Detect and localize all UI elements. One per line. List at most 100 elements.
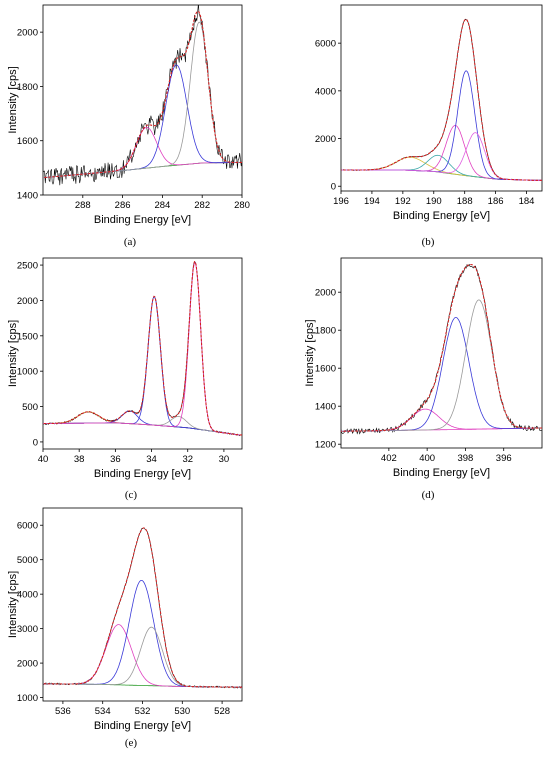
plot-frame-c	[42, 257, 243, 450]
y-tick-label: 1600	[17, 136, 38, 147]
x-tick-label: 400	[419, 453, 435, 464]
curves-b	[341, 18, 542, 182]
component-peak-2	[43, 64, 242, 178]
y-tick-label: 0	[331, 182, 336, 193]
curves-d	[341, 263, 542, 435]
y-axis-title: Intensity [cps]	[7, 320, 19, 387]
x-tick-label: 38	[74, 454, 85, 465]
x-tick-label: 286	[115, 200, 131, 211]
raw-data-line	[341, 263, 542, 435]
x-tick-label: 534	[95, 706, 111, 717]
panel-label-d: (d)	[422, 489, 435, 501]
y-tick-label: 6000	[315, 39, 336, 50]
y-tick-label: 6000	[17, 521, 38, 532]
y-tick-label: 2000	[315, 134, 336, 145]
component-peak-2	[341, 154, 542, 181]
raw-data-line	[43, 527, 242, 689]
component-peak-1	[43, 624, 242, 688]
y-tick-label: 0	[33, 437, 38, 448]
y-axis-title: Intensity [cps]	[304, 319, 316, 386]
component-peak-3	[43, 295, 242, 436]
x-axis-title: Binding Energy [eV]	[393, 467, 490, 479]
panel-label-b: (b)	[422, 236, 435, 248]
x-tick-label: 188	[457, 196, 473, 207]
x-axis-title: Binding Energy [eV]	[94, 468, 191, 480]
envelope-fit-line	[43, 261, 242, 436]
x-axis-title: Binding Energy [eV]	[94, 214, 191, 226]
plot-frame-d	[340, 257, 543, 449]
x-tick-label: 532	[135, 706, 151, 717]
y-tick-label: 2000	[17, 296, 38, 307]
component-peak-2	[43, 580, 242, 688]
x-tick-label: 40	[38, 454, 49, 465]
x-tick-label: 30	[219, 454, 230, 465]
x-tick-label: 530	[174, 706, 190, 717]
x-axis-title: Binding Energy [eV]	[94, 720, 191, 732]
y-tick-label: 1400	[17, 191, 38, 202]
component-peak-1	[341, 156, 542, 181]
y-tick-label: 4000	[17, 590, 38, 601]
x-tick-label: 528	[214, 706, 230, 717]
background-line	[341, 169, 542, 181]
y-tick-label: 1600	[315, 364, 336, 375]
x-tick-label: 192	[395, 196, 411, 207]
envelope-fit-line	[43, 527, 242, 688]
y-tick-label: 2000	[17, 28, 38, 39]
chart-panel-c: 40 38 36 34 32 30 0 500 1000 1500 2000 2500 Binding …	[7, 257, 243, 480]
panel-label-c: (c)	[125, 489, 138, 501]
x-tick-label: 282	[194, 200, 210, 211]
x-tick-label: 194	[364, 196, 380, 207]
x-tick-label: 184	[519, 196, 535, 207]
x-tick-label: 284	[154, 200, 170, 211]
curves-a	[43, 5, 242, 186]
x-tick-label: 186	[488, 196, 504, 207]
y-tick-label: 2500	[17, 261, 38, 272]
y-tick-label: 1800	[17, 82, 38, 93]
x-tick-label: 288	[75, 200, 91, 211]
x-tick-label: 280	[234, 200, 250, 211]
component-peak-3	[43, 21, 242, 178]
curves-c	[43, 261, 242, 437]
component-peak-2	[341, 317, 542, 432]
chart-panel-d: 402 400 398 396 1200 1400 1600 1800 2000 Binding …	[304, 257, 543, 479]
x-tick-label: 398	[457, 453, 473, 464]
x-tick-label: 36	[110, 454, 121, 465]
chart-panel-e: 536 534 532 530 528 1000 2000 3000 4000 5000 6000 B…	[7, 507, 243, 732]
plot-frame-b	[340, 4, 543, 192]
x-tick-label: 536	[55, 706, 71, 717]
raw-data-line	[43, 5, 242, 186]
envelope-fit-line	[43, 10, 242, 178]
chart-panel-b: 196 194 192 190 188 186 184 0 2000 4000 6000 Bindin…	[315, 4, 543, 222]
curves-e	[43, 527, 242, 689]
x-tick-label: 402	[381, 453, 397, 464]
component-peak-3	[43, 626, 242, 688]
y-tick-label: 1800	[315, 326, 336, 337]
y-axis-title: Intensity [cps]	[7, 571, 19, 638]
plot-frame-e	[42, 507, 243, 702]
plot-frame-a	[42, 4, 243, 196]
x-axis-title: Binding Energy [eV]	[393, 210, 490, 222]
envelope-fit-line	[341, 18, 542, 181]
y-tick-label: 1500	[17, 331, 38, 342]
y-tick-label: 5000	[17, 555, 38, 566]
x-tick-label: 396	[496, 453, 512, 464]
y-tick-label: 1000	[17, 693, 38, 704]
panel-label-a: (a)	[124, 236, 137, 248]
y-tick-label: 500	[22, 402, 38, 413]
x-tick-label: 196	[333, 196, 349, 207]
component-peak-3	[341, 299, 542, 432]
envelope-fit-line	[341, 263, 542, 432]
y-tick-label: 1000	[17, 367, 38, 378]
y-tick-label: 3000	[17, 624, 38, 635]
y-tick-label: 1200	[315, 440, 336, 451]
x-tick-label: 190	[426, 196, 442, 207]
y-axis-title: Intensity [cps]	[7, 66, 19, 133]
raw-data-line	[43, 261, 242, 437]
component-peak-5	[43, 262, 242, 436]
panel-label-e: (e)	[125, 737, 138, 749]
x-tick-label: 32	[182, 454, 193, 465]
y-tick-label: 2000	[17, 659, 38, 670]
y-tick-label: 2000	[315, 288, 336, 299]
chart-panel-a: 288 286 284 282 280 1400 1600 1800 2000 Binding E…	[7, 4, 250, 226]
